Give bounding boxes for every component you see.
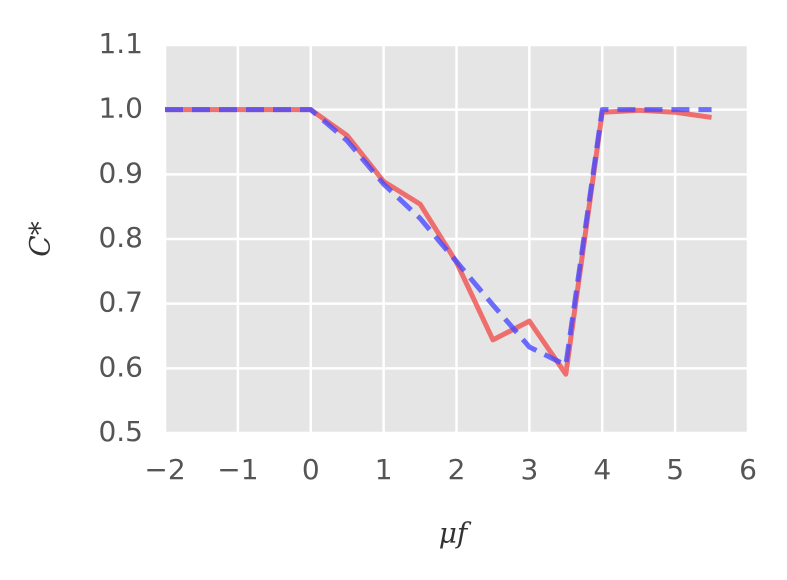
x-tick-label: −2 [144, 453, 185, 486]
x-tick-label: 1 [375, 453, 393, 486]
x-tick-label: 5 [666, 453, 684, 486]
y-tick-label: 0.6 [98, 350, 143, 383]
series-line [165, 107, 712, 368]
x-tick-label: 4 [593, 453, 611, 486]
y-tick-label: 0.9 [98, 156, 143, 189]
x-tick-label: 2 [448, 453, 466, 486]
x-tick-label: −1 [217, 453, 258, 486]
x-tick-label: 6 [739, 453, 757, 486]
y-tick-label: 0.5 [98, 415, 143, 448]
y-tick-label: 0.7 [98, 286, 143, 319]
x-tick-label: 0 [302, 453, 320, 486]
x-tick-label: 3 [520, 453, 538, 486]
y-axis-label: C* [24, 221, 57, 256]
y-tick-label: 1.0 [98, 92, 143, 125]
y-tick-label: 0.8 [98, 221, 143, 254]
x-axis-label: μf [439, 517, 472, 550]
y-tick-label: 1.1 [98, 27, 143, 60]
